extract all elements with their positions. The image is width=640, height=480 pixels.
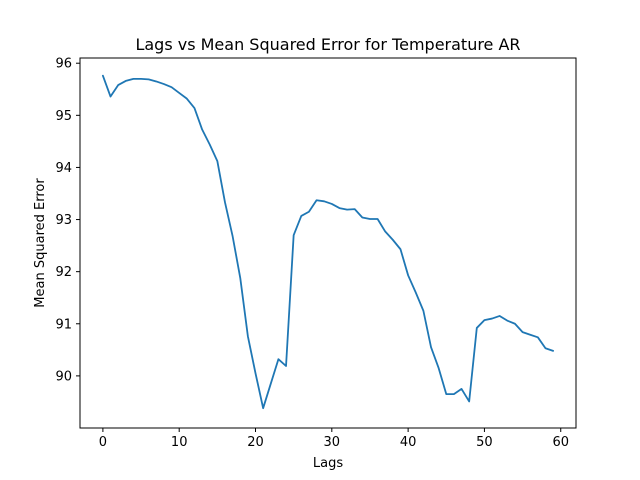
x-axis-label: Lags <box>313 456 343 471</box>
y-tick-label: 96 <box>55 57 72 72</box>
chart-title: Lags vs Mean Squared Error for Temperatu… <box>135 35 520 54</box>
y-tick-label: 91 <box>55 317 72 332</box>
y-tick-label: 95 <box>55 109 72 124</box>
y-tick-label: 94 <box>55 161 72 176</box>
axes-frame <box>79 57 577 429</box>
x-tick-label: 10 <box>171 435 188 450</box>
y-tick-label: 93 <box>55 213 72 228</box>
x-axis-ticks: 0 10 20 30 40 50 60 <box>99 428 569 450</box>
series-line-mse <box>101 74 555 410</box>
x-tick-label: 30 <box>324 435 341 450</box>
y-tick-label: 90 <box>55 369 72 384</box>
y-tick-label: 92 <box>55 265 72 280</box>
y-axis-label: Mean Squared Error <box>33 178 48 308</box>
x-tick-label: 20 <box>247 435 264 450</box>
x-tick-label: 60 <box>552 435 569 450</box>
x-tick-label: 0 <box>99 435 107 450</box>
y-axis-ticks: 90 91 92 93 94 95 96 <box>55 57 80 384</box>
plot-area <box>101 74 555 410</box>
x-tick-label: 50 <box>476 435 493 450</box>
x-tick-label: 40 <box>400 435 417 450</box>
